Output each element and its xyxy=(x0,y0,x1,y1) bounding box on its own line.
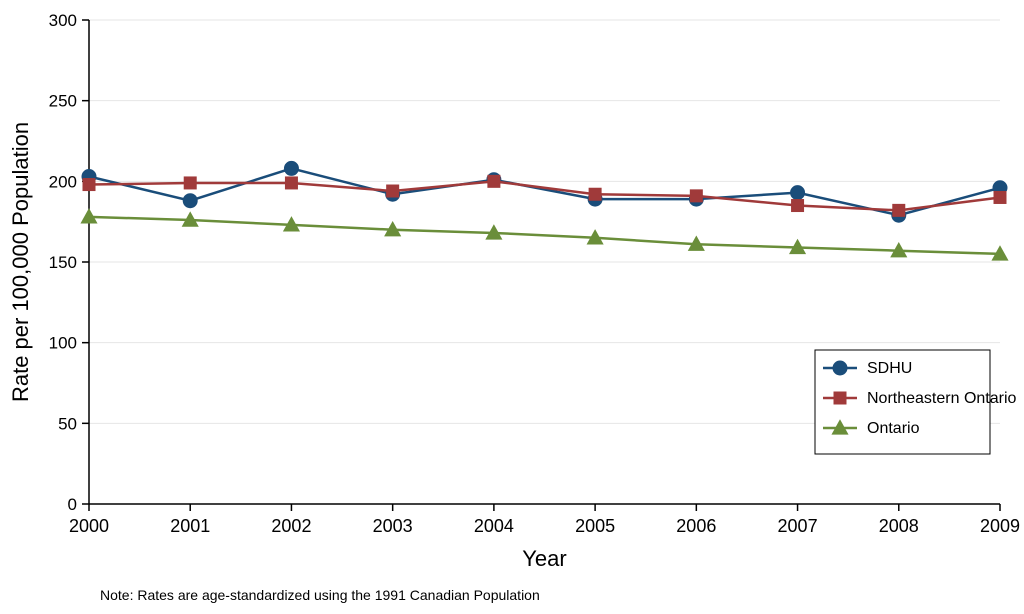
chart-container: 0 50 100 150 200 250 300 2000 2001 2002 2003 2004 20… xyxy=(0,0,1024,614)
legend-label: Ontario xyxy=(867,420,920,437)
line-chart: 0 50 100 150 200 250 300 2000 2001 2002 2003 2004 20… xyxy=(0,0,1024,614)
x-tick-label: 2001 xyxy=(170,516,210,536)
x-tick-label: 2004 xyxy=(474,516,514,536)
series-marker xyxy=(690,190,702,202)
y-tick-label: 0 xyxy=(68,495,77,514)
legend-marker xyxy=(834,392,846,404)
series-marker xyxy=(488,175,500,187)
chart-note: Note: Rates are age-standardized using t… xyxy=(100,587,540,603)
series-marker xyxy=(184,177,196,189)
y-tick-label: 200 xyxy=(49,172,77,191)
y-tick-label: 150 xyxy=(49,253,77,272)
series-marker xyxy=(994,191,1006,203)
legend-label: SDHU xyxy=(867,360,912,377)
series-marker xyxy=(284,161,298,175)
series-marker xyxy=(792,200,804,212)
y-tick-label: 300 xyxy=(49,11,77,30)
series-marker xyxy=(893,204,905,216)
y-tick-label: 100 xyxy=(49,334,77,353)
x-tick-label: 2002 xyxy=(271,516,311,536)
series-marker xyxy=(589,188,601,200)
x-tick-label: 2006 xyxy=(676,516,716,536)
series-marker xyxy=(83,179,95,191)
x-tick-label: 2003 xyxy=(373,516,413,536)
series-marker xyxy=(285,177,297,189)
series-marker xyxy=(387,185,399,197)
x-tick-label: 2009 xyxy=(980,516,1020,536)
legend-label: Northeastern Ontario xyxy=(867,390,1017,407)
y-tick-label: 50 xyxy=(58,414,77,433)
y-axis-title: Rate per 100,000 Population xyxy=(8,122,33,402)
y-tick-label: 250 xyxy=(49,92,77,111)
x-tick-label: 2008 xyxy=(879,516,919,536)
x-tick-label: 2000 xyxy=(69,516,109,536)
series-marker xyxy=(183,194,197,208)
x-tick-label: 2007 xyxy=(778,516,818,536)
x-axis-title: Year xyxy=(522,546,566,571)
series-marker xyxy=(791,186,805,200)
legend-marker xyxy=(833,361,847,375)
x-tick-label: 2005 xyxy=(575,516,615,536)
